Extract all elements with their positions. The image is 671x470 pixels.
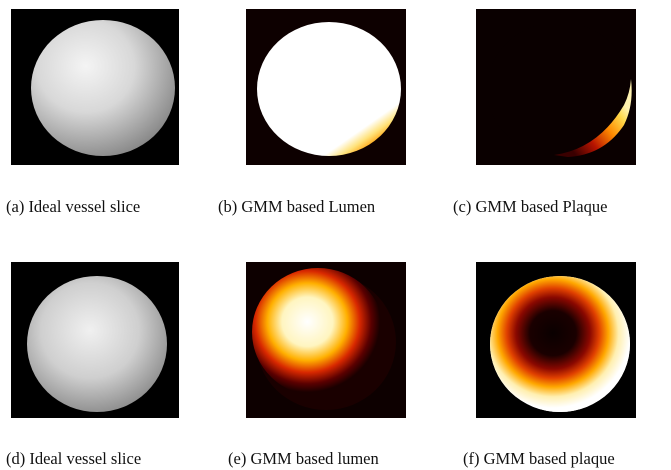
figure-f-image	[476, 262, 636, 418]
figure-b-caption: (b) GMM based Lumen	[218, 197, 376, 216]
figure-a-caption: (a) Ideal vessel slice	[6, 197, 141, 216]
figure-f-caption: (f) GMM based plaque	[463, 449, 615, 468]
figure-c-image	[476, 9, 636, 165]
figure-d-image	[11, 262, 179, 418]
figure-a-image	[11, 9, 179, 165]
figure-e-caption: (e) GMM based lumen	[228, 449, 379, 468]
figure-b-image	[246, 9, 406, 165]
figure-d-caption: (d) Ideal vessel slice	[6, 449, 142, 468]
figure-c-caption: (c) GMM based Plaque	[453, 197, 608, 216]
figure-e-image	[246, 262, 406, 418]
